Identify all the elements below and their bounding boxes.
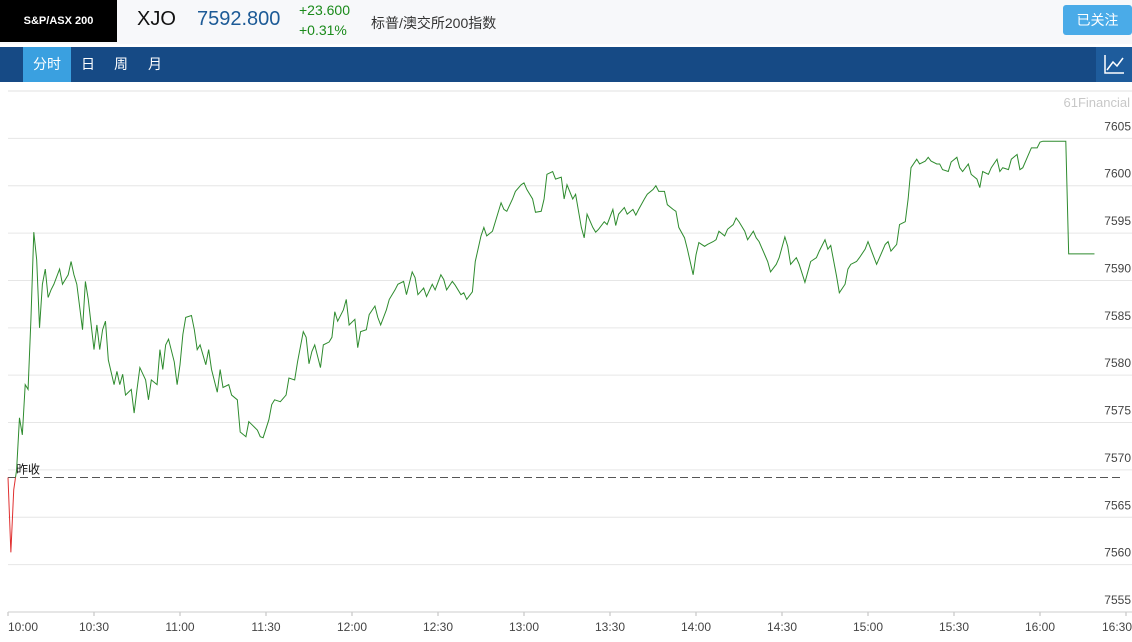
symbol: XJO — [137, 8, 176, 30]
chart-icon[interactable] — [1096, 47, 1132, 82]
nav-bar: 分时 日 周 月 — [0, 47, 1132, 82]
y-tick-label: 7585 — [1104, 309, 1131, 323]
x-tick-label: 12:00 — [337, 620, 367, 634]
tab[interactable]: 分时 — [23, 47, 71, 82]
x-tick-label: 15:00 — [853, 620, 883, 634]
logo: S&P/ASX 200 — [0, 0, 117, 42]
y-tick-label: 7605 — [1104, 119, 1131, 133]
x-tick-label: 14:30 — [767, 620, 797, 634]
x-tick-label: 13:30 — [595, 620, 625, 634]
x-tick-label: 16:00 — [1025, 620, 1055, 634]
header: S&P/ASX 200 XJO 7592.800 +23.600 +0.31% … — [0, 0, 1132, 44]
x-tick-label: 12:30 — [423, 620, 453, 634]
x-tick-label: 11:30 — [251, 620, 280, 634]
chart: 61Financial 7555 7560 7565 7570 7575 7580 7585… — [7, 90, 1132, 634]
icon-glyph — [1104, 55, 1124, 74]
change: +23.600 — [299, 2, 350, 18]
price: 7592.800 — [197, 8, 281, 30]
x-tick-label: 13:00 — [509, 620, 539, 634]
y-tick-label: 7580 — [1104, 356, 1131, 370]
y-tick-label: 7590 — [1104, 261, 1131, 275]
tab[interactable]: 日 — [81, 56, 95, 72]
watermark: 61Financial — [1064, 95, 1131, 110]
x-tick-label: 10:30 — [79, 620, 109, 634]
y-tick-label: 7565 — [1104, 498, 1131, 512]
follow-button[interactable]: 已关注 — [1063, 5, 1132, 35]
index-name: 标普/澳交所200指数 — [371, 15, 497, 31]
y-tick-label: 7560 — [1104, 546, 1131, 560]
y-tick-label: 7575 — [1104, 404, 1131, 418]
y-tick-label: 7600 — [1104, 167, 1131, 181]
x-tick-label: 16:30 — [1102, 620, 1132, 634]
x-tick-label: 15:30 — [939, 620, 969, 634]
y-tick-label: 7595 — [1104, 214, 1131, 228]
x-tick-label: 10:00 — [8, 620, 38, 634]
tab[interactable]: 月 — [148, 56, 162, 72]
change-pct: +0.31% — [299, 22, 347, 38]
x-tick-label: 14:00 — [681, 620, 711, 634]
baseline-label: 昨收 — [16, 462, 40, 476]
y-tick-label: 7555 — [1104, 593, 1131, 607]
y-tick-label: 7570 — [1104, 451, 1131, 465]
price-line — [7, 140, 1095, 553]
tab[interactable]: 周 — [114, 56, 128, 72]
x-tick-label: 11:00 — [165, 620, 194, 634]
